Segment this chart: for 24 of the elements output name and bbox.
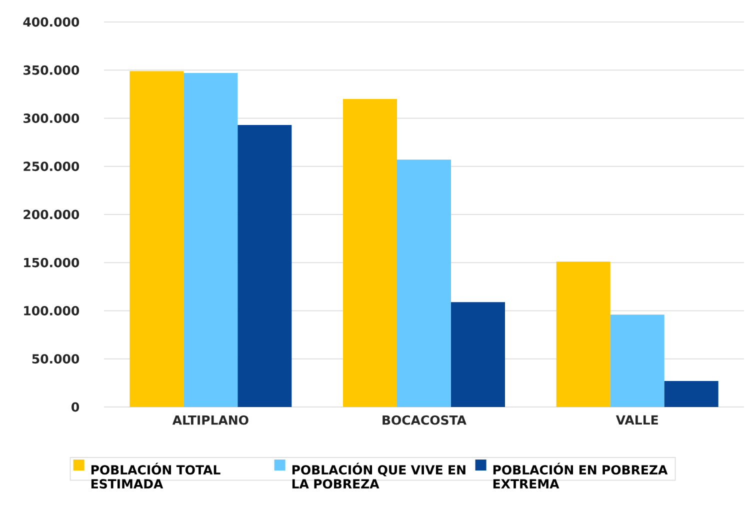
legend-label: POBLACIÓN EN POBREZA EXTREMA (493, 462, 668, 488)
bar (397, 160, 451, 407)
y-tick-label: 400.000 (23, 17, 80, 27)
y-tick-label: 0 (72, 402, 80, 412)
bar (451, 302, 505, 407)
bar (610, 314, 664, 407)
x-tick-label: VALLE (616, 415, 658, 424)
bar (130, 71, 184, 407)
y-tick-label: 350.000 (24, 65, 80, 75)
y-tick-label: 150.000 (24, 258, 80, 268)
bar (238, 124, 292, 407)
x-tick-label: BOCACOSTA (382, 415, 466, 425)
legend-label: POBLACIÓN TOTAL ESTIMADA (91, 462, 220, 489)
x-tick-label: ALTIPLANO (172, 415, 248, 425)
bar (343, 98, 397, 407)
legend-label: POBLACIÓN QUE VIVE EN LA POBREZA (292, 462, 466, 489)
y-tick-label: 100.000 (24, 306, 80, 316)
bar (184, 73, 238, 407)
y-tick-label: 200.000 (24, 210, 80, 220)
y-tick-label: 250.000 (24, 162, 80, 172)
y-tick-label: 300.000 (24, 114, 80, 123)
bar (664, 380, 718, 407)
y-tick-label: 50.000 (32, 354, 80, 364)
bar (556, 262, 610, 407)
